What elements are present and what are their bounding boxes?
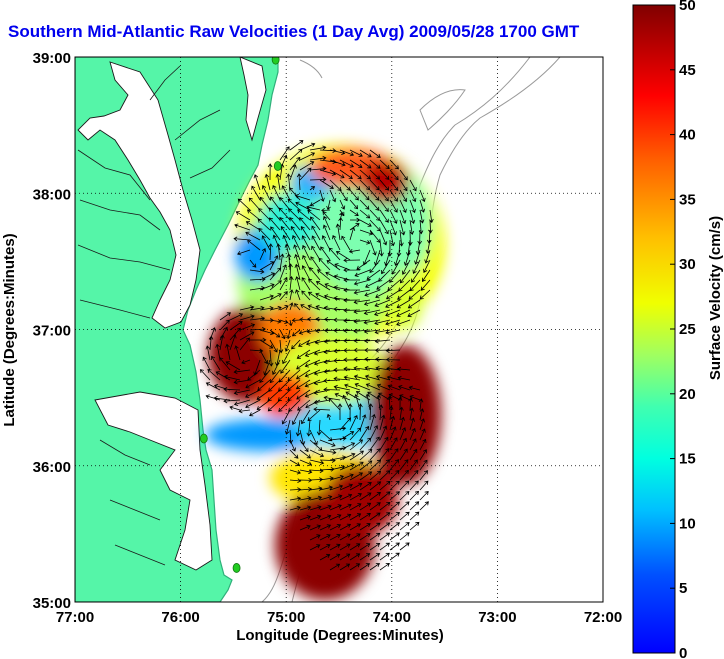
colorbar-tick-label: 0 [679,645,687,659]
pamlico-sound [94,391,213,571]
bay-tributaries [77,65,231,319]
velocity-vectors [199,140,434,571]
y-tick-label: 38:00 [33,186,71,203]
vector-arrows [199,140,434,571]
x-tick-label: 72:00 [584,609,622,626]
inlet-lines [99,439,166,566]
plot-frame [74,56,604,603]
y-tick-label: 35:00 [33,595,71,612]
station-marker [273,161,282,171]
x-tick-labels: 77:00 76:00 75:00 74:00 73:00 72:00 [56,609,622,626]
x-tick-label: 77:00 [56,609,94,626]
station-markers [199,57,282,573]
colorbar-tick-label: 50 [679,0,696,14]
colorbar-tick-label: 30 [679,256,696,273]
y-tick-label: 37:00 [33,323,71,340]
chesapeake-bay [77,61,201,329]
chart-title: Southern Mid-Atlantic Raw Velocities (1 … [8,22,580,41]
colorbar-tick-label: 25 [679,321,696,338]
x-tick-label: 73:00 [478,609,516,626]
x-tick-label: 75:00 [267,609,305,626]
colorbar-tick-label: 35 [679,191,696,208]
y-axis-label: Latitude (Degrees:Minutes) [1,233,18,426]
x-tick-label: 76:00 [161,609,199,626]
colorbar-tick-label: 10 [679,515,696,532]
colorbar-tick-label: 40 [679,127,696,144]
colorbar-tick-label: 20 [679,386,696,403]
station-marker [232,563,241,573]
y-tick-label: 36:00 [33,459,71,476]
colorbar-tick-label: 45 [679,62,696,79]
y-tick-label: 39:00 [33,50,71,67]
x-axis-label: Longitude (Degrees:Minutes) [236,627,444,644]
colorbar-tick-label: 5 [679,580,687,597]
delaware-bay [239,57,267,142]
colorbar-tick-label: 15 [679,451,696,468]
x-tick-label: 74:00 [373,609,411,626]
station-marker [199,433,208,444]
colorbar-ticks: 0 5 10 15 20 25 30 35 40 45 50 [670,0,696,659]
y-tick-labels: 35:00 36:00 37:00 38:00 39:00 [33,50,71,612]
grid-lines [75,57,603,602]
colorbar [632,4,676,654]
station-marker [271,57,280,65]
colorbar-label: Surface Velocity (cm/s) [707,216,724,380]
